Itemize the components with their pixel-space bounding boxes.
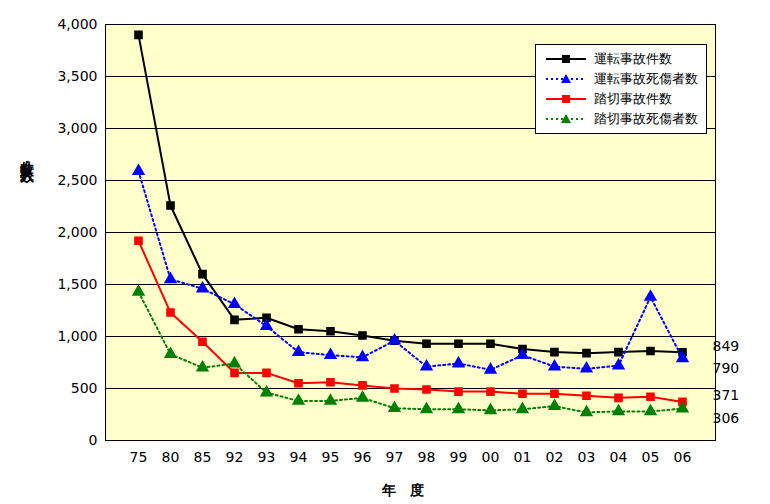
svg-text:2,000: 2,000 [57,224,97,240]
svg-text:99: 99 [450,449,468,465]
svg-text:1,000: 1,000 [57,328,97,344]
svg-text:500: 500 [71,380,98,396]
svg-text:85: 85 [194,449,212,465]
svg-text:75: 75 [130,449,148,465]
svg-text:98: 98 [418,449,436,465]
svg-text:0: 0 [89,432,98,448]
svg-text:4,000: 4,000 [57,16,97,32]
svg-text:05: 05 [642,449,660,465]
svg-text:94: 94 [290,449,308,465]
svg-text:2,500: 2,500 [57,172,97,188]
svg-text:1,500: 1,500 [57,276,97,292]
svg-text:01: 01 [514,449,532,465]
svg-text:96: 96 [354,449,372,465]
svg-text:3,500: 3,500 [57,68,97,84]
html-text:年度: 年度 [382,482,438,498]
svg-text:92: 92 [226,449,244,465]
svg-text:95: 95 [322,449,340,465]
svg-text:371: 371 [713,387,740,403]
html-text:運転事故件数: 運転事故件数 [594,51,672,66]
svg-text:02: 02 [546,449,564,465]
html-text:踏切事故件数: 踏切事故件数 [594,91,672,106]
svg-text:849: 849 [713,338,740,354]
svg-text:97: 97 [386,449,404,465]
svg-text:3,000: 3,000 [57,120,97,136]
html-text:運転事故死傷者数: 運転事故死傷者数 [594,71,698,86]
svg-text:06: 06 [674,449,692,465]
svg-text:03: 03 [578,449,596,465]
html-text:踏切事故死傷者数: 踏切事故死傷者数 [594,111,698,126]
svg-text:93: 93 [258,449,276,465]
html-text:件数・人数: 件数・人数 [19,150,35,160]
svg-text:306: 306 [713,410,740,426]
svg-text:790: 790 [713,360,740,376]
svg-text:80: 80 [162,449,180,465]
svg-text:00: 00 [482,449,500,465]
svg-text:04: 04 [610,449,628,465]
